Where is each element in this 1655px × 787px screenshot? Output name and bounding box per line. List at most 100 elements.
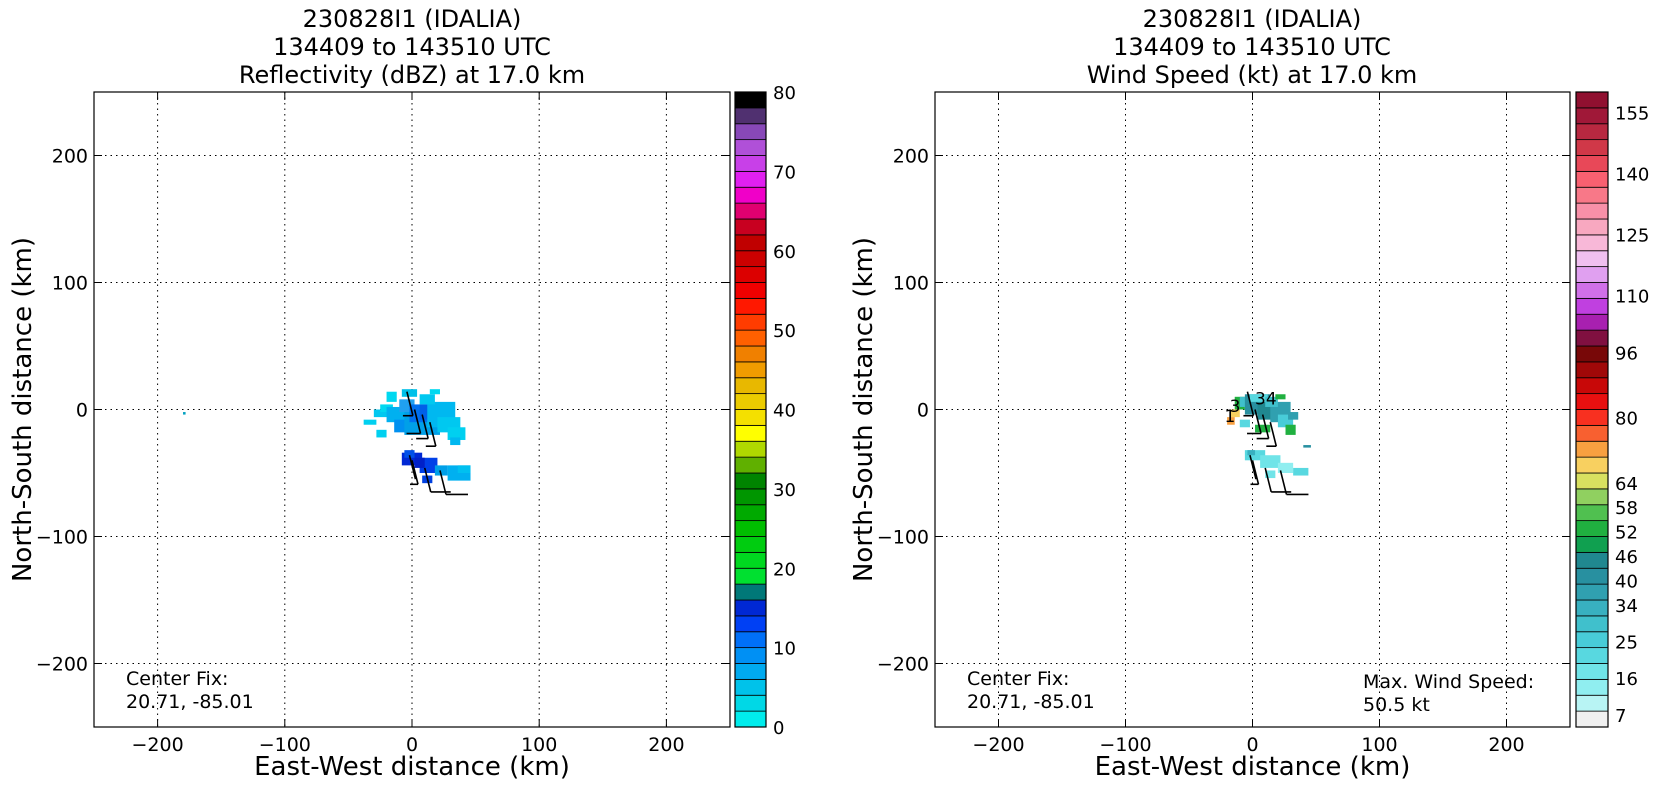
colorbar-segment [1575, 647, 1609, 664]
y-tick-label: −100 [36, 527, 88, 549]
colorbar-tick-label: 0 [773, 718, 784, 739]
colorbar-segment [734, 218, 767, 236]
colorbar-segment [734, 409, 767, 426]
colorbar-segment [734, 107, 767, 125]
wind-barb [1249, 455, 1257, 480]
field-cell [1244, 450, 1266, 461]
colorbar-tick-label: 52 [1615, 523, 1638, 544]
colorbar-segment [734, 377, 767, 395]
field-cell [447, 427, 466, 440]
x-tick-label: 100 [521, 734, 557, 756]
colorbar-segment [1575, 123, 1609, 141]
y-tick-label: −200 [36, 654, 88, 676]
chart-title-line-2: 134409 to 143510 UTC [273, 33, 551, 61]
colorbar-tick-label: 125 [1615, 225, 1649, 246]
colorbar-tick-label: 40 [1615, 571, 1638, 592]
colorbar-tick-label: 60 [773, 242, 796, 263]
field-cell [1293, 467, 1309, 476]
wind-barb [408, 455, 417, 480]
colorbar-segment [734, 186, 767, 204]
field-cell [419, 394, 435, 405]
colorbar-segment [1575, 615, 1609, 633]
colorbar-segment [1575, 440, 1609, 458]
wind-barb [1254, 409, 1262, 434]
panel-2: 230828I1 (IDALIA)134409 to 143510 UTCWin… [849, 5, 1649, 782]
colorbar-segment [1575, 631, 1609, 649]
colorbar-segment [734, 91, 767, 109]
colorbar-segment [1575, 91, 1609, 109]
colorbar-tick-label: 64 [1615, 474, 1638, 495]
center-fix-annotation: Center Fix: [967, 668, 1069, 690]
chart-title-line-1: 230828I1 (IDALIA) [303, 5, 522, 33]
center-fix-annotation: Center Fix: [126, 668, 228, 690]
colorbar-segment [1575, 393, 1609, 410]
colorbar-segment [734, 583, 767, 601]
colorbar-segment [1575, 186, 1609, 204]
colorbar-segment [1575, 599, 1609, 617]
colorbar-segment [1575, 520, 1609, 537]
colorbar-tick-label: 50 [773, 321, 796, 342]
wind-barb [1246, 391, 1255, 416]
colorbar-segment [1575, 536, 1609, 553]
y-tick-label: 0 [917, 400, 929, 422]
colorbar-segment [1575, 456, 1609, 474]
colorbar-segment [734, 536, 767, 553]
field-cell [1275, 394, 1286, 400]
colorbar-segment [734, 615, 767, 633]
wind-barb [429, 422, 437, 447]
field-cell [429, 389, 440, 395]
y-axis-label: North-South distance (km) [8, 237, 38, 582]
wind-barb [1264, 467, 1272, 493]
colorbar-segment [1575, 170, 1609, 188]
colorbar-tick-label: 140 [1615, 164, 1649, 185]
panel-1: 230828I1 (IDALIA)134409 to 143510 UTCRef… [8, 5, 796, 782]
x-tick-label: 200 [1488, 734, 1524, 756]
field-cell [1288, 412, 1299, 420]
x-tick-label: −200 [972, 734, 1024, 756]
colorbar-segment [734, 663, 767, 680]
colorbar-tick-label: 80 [1615, 409, 1638, 430]
colorbar-segment [734, 472, 767, 490]
field-cell [363, 419, 377, 425]
colorbar-segment [1575, 678, 1609, 696]
colorbar-tick-label: 16 [1615, 669, 1638, 690]
field-cell [457, 465, 471, 473]
colorbar-segment [734, 694, 767, 712]
field-cell [401, 389, 418, 397]
x-axis-label: East-West distance (km) [1095, 752, 1411, 782]
colorbar-segment [734, 504, 767, 522]
field-cell [414, 457, 425, 468]
y-tick-label: 100 [52, 273, 88, 295]
colorbar-segment [734, 551, 767, 569]
colorbar-tick-label: 7 [1615, 706, 1626, 727]
colorbar: 0 10 20 30 40 50 60 70 80 [734, 83, 796, 739]
colorbar-tick-label: 110 [1615, 287, 1649, 308]
wind-barbs [402, 391, 468, 496]
wind-barb [406, 391, 414, 416]
wind-barb [411, 460, 419, 485]
colorbar-segment [734, 155, 767, 172]
colorbar-segment [734, 599, 767, 617]
colorbar-segment [1575, 424, 1609, 442]
chart-title-line-1: 230828I1 (IDALIA) [1143, 5, 1362, 33]
colorbar-segment [734, 647, 767, 664]
y-tick-label: −100 [877, 527, 929, 549]
colorbar-tick-label: 30 [773, 480, 796, 501]
colorbar-tick-label: 10 [773, 639, 796, 660]
colorbar-segment [734, 202, 767, 220]
colorbar-segment [734, 297, 767, 315]
field-cell [1277, 462, 1294, 473]
colorbar: 7 16 25 34 40 46 52 58 64 80 96 110 125 140 155 [1575, 91, 1649, 728]
field-cell [1303, 445, 1311, 448]
colorbar-tick-label: 40 [773, 401, 796, 422]
colorbar-segment [1575, 663, 1609, 680]
colorbar-segment [1575, 361, 1609, 379]
chart-title-line-3: Reflectivity (dBZ) at 17.0 km [239, 61, 585, 89]
colorbar-segment [1575, 710, 1609, 728]
colorbar-frame [734, 91, 767, 728]
colorbar-segment [734, 266, 767, 283]
colorbar-segment [1575, 583, 1609, 601]
field-cell [1265, 396, 1278, 407]
colorbar-segment [1575, 107, 1609, 125]
